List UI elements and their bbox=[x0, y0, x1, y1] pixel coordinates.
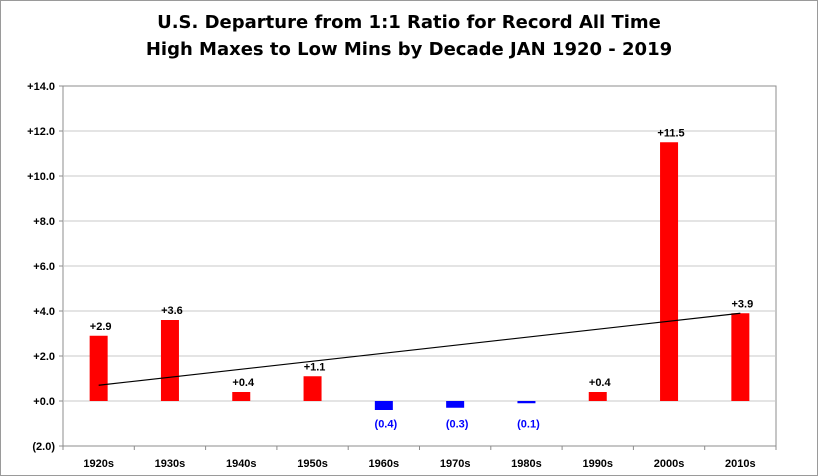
chart-title-line2: High Maxes to Low Mins by Decade JAN 192… bbox=[145, 39, 673, 60]
data-label: +1.1 bbox=[304, 361, 326, 373]
bar bbox=[160, 320, 179, 401]
bar bbox=[588, 392, 607, 401]
bar bbox=[232, 392, 251, 401]
bar bbox=[89, 335, 108, 401]
bar bbox=[517, 401, 536, 404]
trend-line bbox=[98, 312, 741, 386]
x-tick-label: 1930s bbox=[155, 458, 186, 470]
y-tick-label: +6.0 bbox=[33, 261, 55, 273]
y-tick-label: +0.0 bbox=[33, 396, 55, 408]
bar bbox=[303, 376, 322, 401]
y-tick-label: +10.0 bbox=[27, 171, 55, 183]
data-label: (0.1) bbox=[517, 419, 540, 431]
data-label: +0.4 bbox=[589, 377, 612, 389]
y-tick-label: +14.0 bbox=[27, 81, 55, 93]
data-label: (0.4) bbox=[375, 419, 398, 431]
x-tick-label: 1920s bbox=[83, 458, 114, 470]
x-tick-label: 1940s bbox=[226, 458, 257, 470]
chart-title: U.S. Departure from 1:1 Ratio for Record… bbox=[1, 9, 817, 63]
data-label: +11.5 bbox=[657, 127, 684, 139]
y-tick-label: (2.0) bbox=[32, 441, 55, 453]
x-tick-label: 2000s bbox=[654, 458, 685, 470]
x-tick-label: 1950s bbox=[297, 458, 328, 470]
y-tick-label: +2.0 bbox=[33, 351, 55, 363]
bar bbox=[374, 401, 393, 410]
y-tick-label: +4.0 bbox=[33, 306, 55, 318]
x-tick-label: 2010s bbox=[725, 458, 756, 470]
data-label: (0.3) bbox=[446, 419, 469, 431]
bar bbox=[731, 313, 750, 401]
bar bbox=[446, 401, 465, 408]
bar bbox=[660, 142, 679, 401]
x-tick-label: 1990s bbox=[582, 458, 613, 470]
y-tick-label: +12.0 bbox=[27, 126, 55, 138]
data-label: +0.4 bbox=[232, 377, 255, 389]
x-tick-label: 1970s bbox=[440, 458, 471, 470]
data-label: +2.9 bbox=[90, 321, 112, 333]
y-tick-label: +8.0 bbox=[33, 216, 55, 228]
x-tick-label: 1980s bbox=[511, 458, 542, 470]
data-label: +3.6 bbox=[161, 305, 183, 317]
x-tick-label: 1960s bbox=[369, 458, 400, 470]
chart-title-line1: U.S. Departure from 1:1 Ratio for Record… bbox=[157, 12, 661, 33]
data-label: +3.9 bbox=[731, 298, 753, 310]
